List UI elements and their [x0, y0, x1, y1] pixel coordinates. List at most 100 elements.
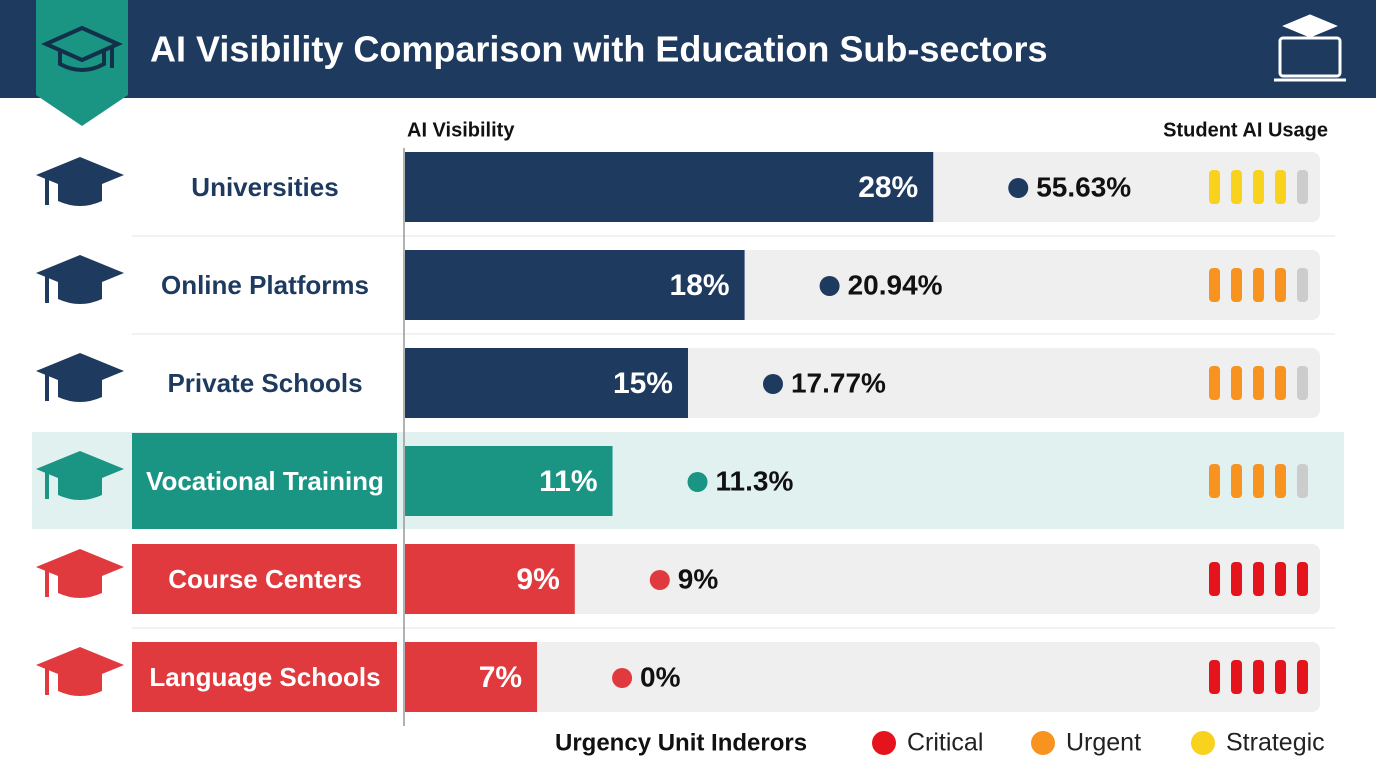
bar [405, 348, 688, 418]
legend-title: Urgency Unit Inderors [555, 729, 807, 756]
bar-value-label: 28% [858, 171, 918, 204]
header-right-icon [1274, 14, 1346, 82]
icon-cap [36, 157, 124, 193]
urgency-segment [1209, 660, 1220, 694]
urgency-segment [1231, 660, 1242, 694]
urgency-segment [1231, 464, 1242, 498]
row-icon [36, 549, 124, 598]
urgency-segment [1297, 562, 1308, 596]
urgency-segment [1253, 660, 1264, 694]
bar-track [405, 642, 1320, 712]
row-icon [36, 157, 124, 206]
icon-tassel [45, 469, 49, 499]
urgency-segment [1253, 464, 1264, 498]
row-icon [36, 647, 124, 696]
column-header: AI Visibility [407, 119, 515, 141]
category-label: Language Schools [149, 662, 380, 692]
usage-label: 11.3% [716, 465, 794, 496]
usage-dot [612, 668, 633, 688]
urgency-segment [1209, 464, 1220, 498]
icon-base [58, 575, 102, 598]
urgency-segment [1231, 268, 1242, 302]
urgency-segment [1275, 660, 1286, 694]
icon-base [58, 477, 102, 500]
bar [405, 152, 934, 222]
category-label: Course Centers [168, 564, 362, 594]
chart-title: AI Visibility Comparison with Education … [150, 29, 1047, 70]
urgency-segment [1209, 268, 1220, 302]
urgency-segment [1231, 366, 1242, 400]
usage-dot [649, 570, 670, 590]
bar-track [405, 544, 1320, 614]
usage-label: 55.63% [1036, 171, 1131, 202]
icon-cap [36, 353, 124, 389]
icon-base [58, 183, 102, 206]
urgency-segment [1275, 170, 1286, 204]
usage-dot [819, 276, 840, 296]
urgency-segment [1297, 268, 1308, 302]
usage-label: 9% [678, 563, 719, 594]
row-icon [36, 255, 124, 304]
legend-swatch [872, 731, 896, 755]
urgency-segment [1231, 562, 1242, 596]
urgency-segment [1275, 268, 1286, 302]
category-label: Vocational Training [146, 466, 384, 496]
bar [405, 544, 575, 614]
category-label: Universities [191, 172, 338, 202]
usage-dot [687, 472, 708, 492]
icon-tassel [45, 665, 49, 695]
urgency-segment [1253, 268, 1264, 302]
label-box [132, 642, 397, 712]
icon-cap [36, 549, 124, 585]
legend-label: Strategic [1226, 729, 1325, 757]
urgency-segment [1297, 660, 1308, 694]
category-label: Online Platforms [161, 270, 369, 300]
icon-tassel [45, 567, 49, 597]
icon-cap [36, 255, 124, 291]
icon-tassel [45, 175, 49, 205]
bar-value-label: 18% [670, 269, 730, 302]
icon-tassel [45, 371, 49, 401]
category-label: Private Schools [167, 368, 362, 398]
icon-cap [36, 647, 124, 683]
icon-base [58, 281, 102, 304]
urgency-segment [1275, 562, 1286, 596]
column-header: Student AI Usage [1163, 119, 1328, 141]
urgency-segment [1275, 366, 1286, 400]
usage-label: 17.77% [791, 367, 886, 398]
bar-value-label: 15% [613, 367, 673, 400]
urgency-segment [1275, 464, 1286, 498]
legend-label: Critical [907, 729, 983, 757]
legend-label: Urgent [1066, 729, 1141, 757]
urgency-segment [1253, 562, 1264, 596]
urgency-segment [1297, 170, 1308, 204]
urgency-segment [1253, 366, 1264, 400]
urgency-segment [1297, 366, 1308, 400]
header [0, 0, 1376, 98]
icon-base [58, 673, 102, 696]
bar-value-label: 9% [516, 563, 559, 596]
urgency-segment [1297, 464, 1308, 498]
usage-label: 0% [640, 661, 681, 692]
bar [405, 446, 613, 516]
legend-swatch [1031, 731, 1055, 755]
urgency-segment [1231, 170, 1242, 204]
label-box [132, 544, 397, 614]
legend-swatch [1191, 731, 1215, 755]
row-icon [36, 353, 124, 402]
usage-dot [762, 374, 783, 394]
header-icon [41, 25, 123, 72]
row-icon [36, 451, 124, 500]
urgency-segment [1209, 170, 1220, 204]
usage-label: 20.94% [848, 269, 943, 300]
header-badge [36, 0, 128, 126]
urgency-segment [1209, 562, 1220, 596]
urgency-segment [1253, 170, 1264, 204]
usage-dot [1008, 178, 1029, 198]
bar-value-label: 7% [479, 661, 522, 694]
icon-base [58, 379, 102, 402]
label-box [132, 433, 397, 529]
urgency-segment [1209, 366, 1220, 400]
bar [405, 250, 745, 320]
